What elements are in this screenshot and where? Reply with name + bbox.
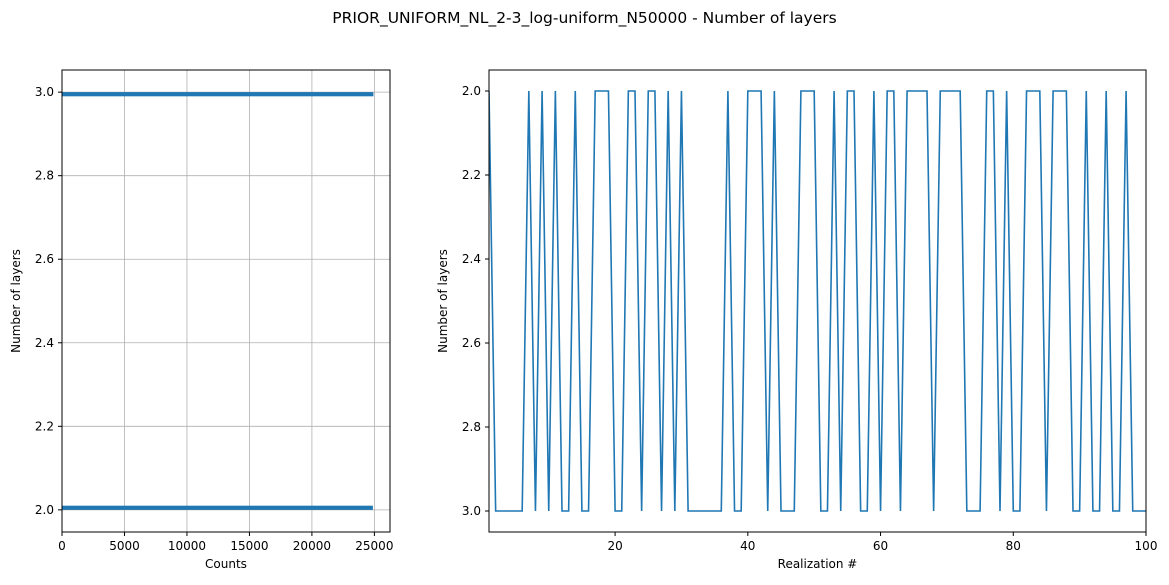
- x-tick-label: 25000: [355, 539, 393, 553]
- y-tick-label: 2.4: [35, 336, 54, 350]
- histogram-bar: [62, 505, 373, 510]
- realization-line-axes: 20 40 60 80 100 2.0 2.2 2.4 2.6 2.8 3.0 Realization…: [436, 69, 1158, 571]
- x-tick-label: 100: [1135, 539, 1158, 553]
- x-tick-label: 80: [1006, 539, 1021, 553]
- x-tick-label: 40: [740, 539, 755, 553]
- x-tick-label: 20000: [293, 539, 331, 553]
- y-tick-label: 2.8: [462, 420, 481, 434]
- x-tick-label: 20: [607, 539, 622, 553]
- y-tick-label: 2.2: [35, 419, 54, 433]
- y-tick-label: 2.8: [35, 169, 54, 183]
- y-tick-label: 2.2: [462, 168, 481, 182]
- x-tick-label: 60: [873, 539, 888, 553]
- y-tick-label: 2.4: [462, 252, 481, 266]
- histogram-axes: 0 5000 10000 15000 20000 25000 2.0 2.2 2.4 2.6 2.8…: [9, 69, 393, 571]
- y-tick-label: 3.0: [462, 504, 481, 518]
- axes-frame: [488, 69, 1147, 533]
- x-tick-label: 5000: [109, 539, 140, 553]
- y-tick-label: 2.6: [35, 252, 54, 266]
- x-tick-label: 0: [58, 539, 66, 553]
- figure-suptitle: PRIOR_UNIFORM_NL_2-3_log-uniform_N50000 …: [332, 9, 837, 27]
- y-axis-label: Number of layers: [9, 249, 23, 353]
- y-tick-label: 2.0: [35, 503, 54, 517]
- y-tick-label: 3.0: [35, 85, 54, 99]
- x-tick-label: 10000: [168, 539, 206, 553]
- y-tick-label: 2.0: [462, 84, 481, 98]
- histogram-bar: [62, 92, 374, 97]
- x-tick-label: 15000: [230, 539, 268, 553]
- x-axis-label: Realization #: [778, 557, 858, 571]
- x-axis-label: Counts: [205, 557, 247, 571]
- axes-frame: [61, 69, 391, 533]
- y-axis-label: Number of layers: [436, 249, 450, 353]
- y-tick-label: 2.6: [462, 336, 481, 350]
- realization-line: [489, 90, 1146, 512]
